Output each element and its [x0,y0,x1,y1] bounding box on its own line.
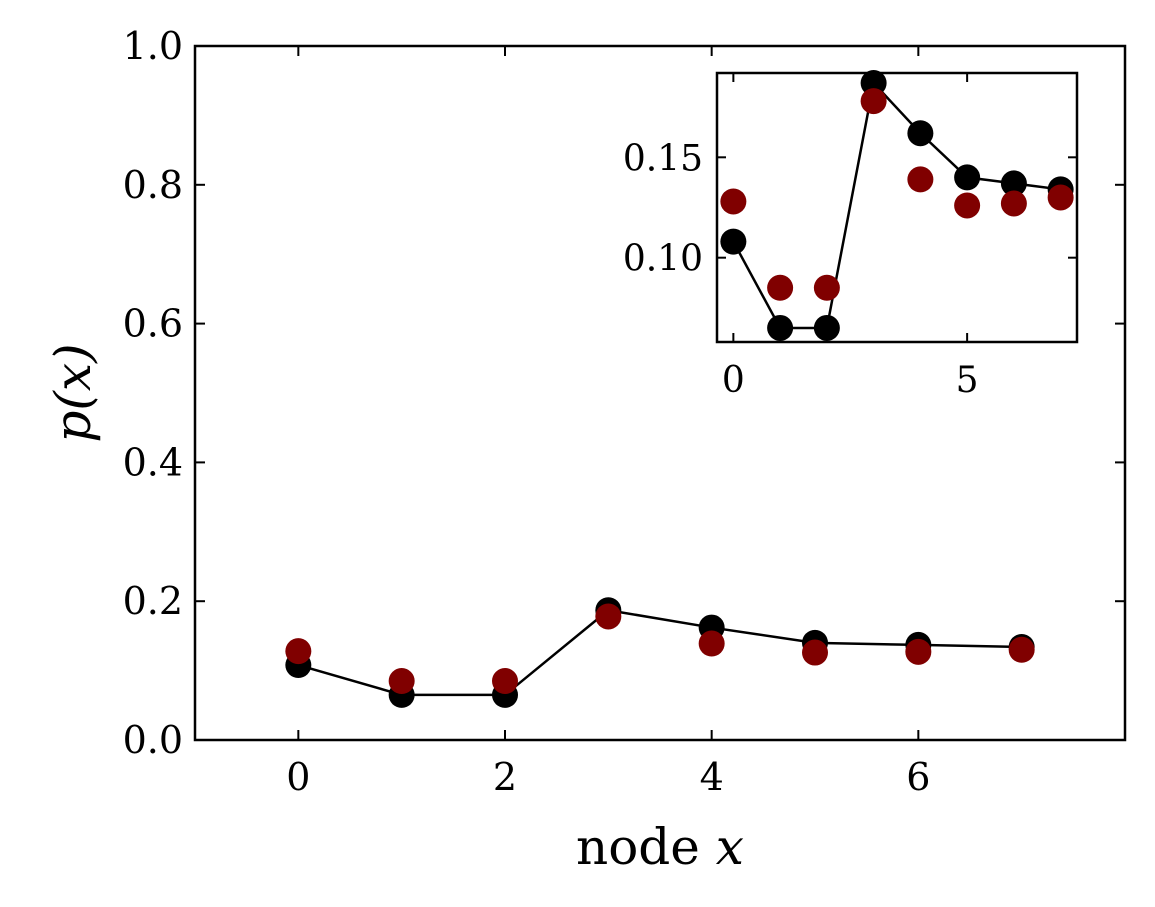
inset-series-2-point [767,274,794,301]
main-plot-frame [193,44,1127,742]
inset-x-tick-label: 5 [956,360,979,401]
x-axis-label-text: node [576,818,716,876]
inset-series-2-point [720,188,747,215]
main-y-tick-label: 0.4 [123,440,183,484]
inset-y-tick-label: 0.15 [623,138,703,179]
y-axis-label: p(x) [44,343,102,442]
main-y-tick-label: 1.0 [123,24,183,68]
inset-x-tick-label: 0 [722,360,745,401]
main-y-tick-label: 0.8 [123,163,183,207]
main-series-2-point [1008,636,1035,663]
main-series-line [297,608,1022,697]
inset-y-tick-label: 0.10 [623,239,703,280]
main-x-tick-label: 2 [493,755,517,799]
inset-series-2-point [1047,184,1074,211]
inset-series-1-point [907,120,934,147]
inset-series-2-point [954,192,981,219]
main-x-tick-label: 0 [286,755,310,799]
inset-series-1-point [954,164,981,191]
inset-series-1-point [767,314,794,341]
main-series-2-point [388,668,415,695]
inset-series-1-point [1000,170,1027,197]
main-plot-area: 0 2 4 6 0.0 0.2 0.4 0.6 0.8 1.0 [123,24,1127,799]
inset-series-2-point [813,274,840,301]
main-series-layer [285,597,1035,708]
main-y-tick-label: 0.0 [123,718,183,762]
inset-plot-area: 0 5 0.10 0.15 [623,70,1079,401]
inset-series-2-point [907,166,934,193]
inset-plot-frame [715,71,1079,344]
main-y-tick-label: 0.2 [123,579,183,623]
main-ticks: 0 2 4 6 0.0 0.2 0.4 0.6 0.8 1.0 [123,24,1125,799]
main-series-2-point [802,639,828,666]
main-y-tick-label: 0.6 [123,302,183,346]
main-series-2-point [905,638,932,665]
main-series-2-point [285,638,312,665]
inset-series-1-point [860,70,887,97]
inset-ticks: 0 5 0.10 0.15 [623,73,1077,401]
inset-series-2-point [860,88,887,115]
inset-series-layer [720,70,1074,341]
main-series-2-point [698,630,725,657]
main-x-tick-label: 4 [700,755,724,799]
main-series-2-point [492,668,518,695]
x-axis-label: node x [576,818,744,876]
main-x-tick-label: 6 [906,755,930,799]
inset-series-1-point [813,314,840,341]
x-axis-label-variable: x [716,818,744,876]
main-series-2-point [595,603,622,630]
inset-series-2-point [1000,190,1027,217]
inset-series-1-point [720,228,747,255]
